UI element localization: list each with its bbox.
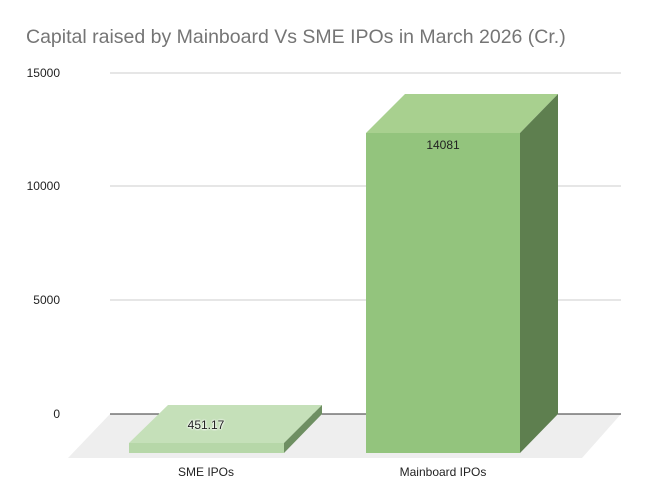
- bar-sme-ipos: [129, 405, 322, 453]
- x-label-mainboard-ipos: Mainboard IPOs: [399, 465, 487, 479]
- y-tick-10000: 10000: [26, 179, 60, 193]
- y-tick-15000: 15000: [26, 66, 60, 80]
- y-tick-5000: 5000: [33, 293, 60, 307]
- y-tick-0: 0: [53, 407, 60, 421]
- x-label-sme-ipos: SME IPOs: [177, 465, 234, 479]
- data-label-mainboard: 14081: [426, 138, 460, 152]
- data-label-sme: 451.17: [187, 418, 225, 432]
- bar-mainboard-ipos: [366, 94, 558, 453]
- chart-title: Capital raised by Mainboard Vs SME IPOs …: [26, 26, 566, 48]
